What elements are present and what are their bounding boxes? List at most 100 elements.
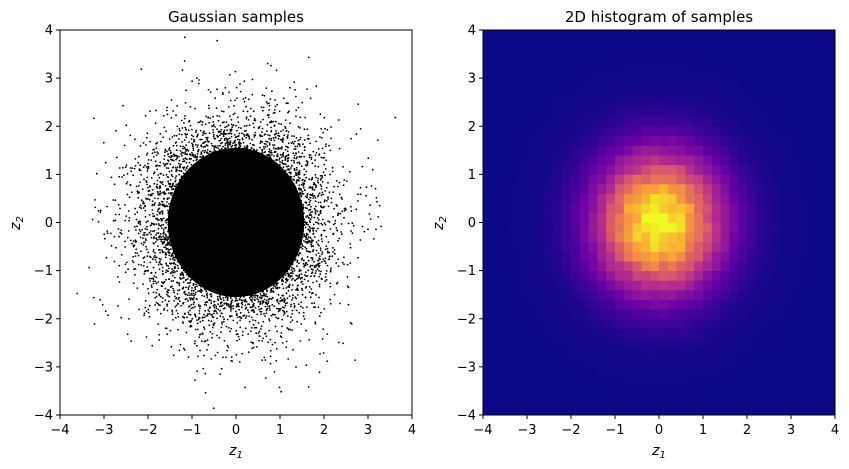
scatter-point [205, 132, 207, 135]
scatter-point [230, 302, 233, 305]
scatter-point [357, 256, 359, 259]
scatter-point [269, 338, 272, 341]
scatter-point [179, 145, 182, 148]
scatter-point [97, 221, 100, 223]
scatter-point [194, 107, 197, 110]
scatter-point [102, 141, 105, 144]
scatter-point [228, 326, 230, 329]
scatter-point [330, 126, 332, 128]
scatter-point [165, 163, 167, 165]
scatter-point [143, 261, 146, 263]
scatter-point [201, 294, 204, 297]
scatter-point [249, 142, 252, 145]
scatter-point [340, 231, 342, 233]
scatter-point [153, 172, 155, 175]
scatter-point [159, 233, 162, 235]
scatter-point [213, 148, 216, 150]
scatter-point [295, 157, 298, 160]
scatter-point [153, 275, 156, 278]
scatter-point [155, 237, 158, 240]
scatter-point [195, 291, 197, 294]
scatter-point [186, 148, 189, 151]
scatter-point [340, 196, 343, 199]
scatter-point [376, 200, 378, 203]
scatter-point [245, 124, 248, 127]
scatter-point [363, 230, 366, 233]
scatter-point [126, 172, 129, 175]
scatter-point [279, 153, 282, 156]
scatter-point [218, 115, 221, 118]
scatter-point [335, 204, 338, 206]
scatter-point [300, 301, 303, 304]
scatter-point [159, 133, 162, 135]
scatter-point [167, 300, 170, 303]
scatter-point [295, 366, 297, 368]
scatter-point [274, 133, 277, 136]
scatter-point [320, 238, 323, 240]
scatter-point [347, 286, 350, 289]
scatter-point [298, 145, 301, 147]
scatter-point [248, 297, 251, 299]
scatter-point [128, 298, 131, 300]
scatter-point [305, 160, 308, 162]
scatter-point [267, 341, 269, 344]
scatter-point [327, 220, 329, 223]
scatter-point [265, 299, 268, 302]
scatter-point [268, 148, 271, 151]
scatter-point [319, 113, 322, 116]
scatter-point [315, 264, 318, 266]
scatter-point [273, 111, 276, 114]
scatter-point [169, 179, 172, 181]
scatter-point [191, 317, 194, 320]
scatter-point [219, 309, 222, 312]
scatter-point [320, 185, 323, 188]
scatter-point [269, 151, 272, 154]
scatter-point [267, 116, 270, 119]
scatter-point [300, 165, 303, 168]
scatter-point [274, 99, 276, 101]
scatter-point [286, 302, 289, 304]
scatter-point [183, 117, 186, 120]
scatter-point [294, 145, 297, 148]
scatter-point [178, 349, 181, 352]
scatter-point [321, 251, 324, 254]
scatter-point [157, 236, 160, 239]
scatter-point [221, 304, 224, 307]
scatter-point [199, 307, 201, 310]
scatter-point [119, 231, 122, 234]
scatter-point [165, 130, 167, 133]
scatter-point [263, 356, 266, 359]
scatter-point [273, 371, 276, 373]
scatter-point [308, 201, 311, 204]
scatter-point [268, 142, 271, 145]
scatter-point [139, 204, 142, 207]
scatter-point [210, 302, 213, 304]
scatter-point [309, 97, 312, 100]
scatter-point [233, 134, 236, 136]
scatter-point [314, 321, 317, 324]
scatter-point [327, 241, 330, 243]
scatter-point [133, 244, 136, 247]
scatter-point [199, 155, 202, 158]
scatter-point [182, 145, 184, 148]
scatter-point [294, 148, 297, 150]
scatter-point [172, 254, 174, 257]
scatter-point [310, 156, 313, 159]
scatter-point [164, 299, 167, 302]
scatter-point [246, 144, 249, 147]
scatter-point [307, 236, 310, 239]
scatter-point [214, 145, 217, 147]
scatter-point [285, 169, 287, 172]
scatter-point [170, 116, 173, 119]
scatter-point [168, 147, 171, 149]
scatter-point [262, 106, 265, 109]
scatter-point [268, 104, 271, 107]
scatter-point [220, 312, 223, 315]
scatter-point [311, 302, 313, 305]
scatter-point [177, 267, 180, 269]
scatter-point [168, 197, 171, 199]
scatter-point [183, 122, 185, 124]
scatter-point [152, 280, 155, 283]
scatter-point [169, 329, 172, 332]
scatter-point [188, 313, 190, 316]
